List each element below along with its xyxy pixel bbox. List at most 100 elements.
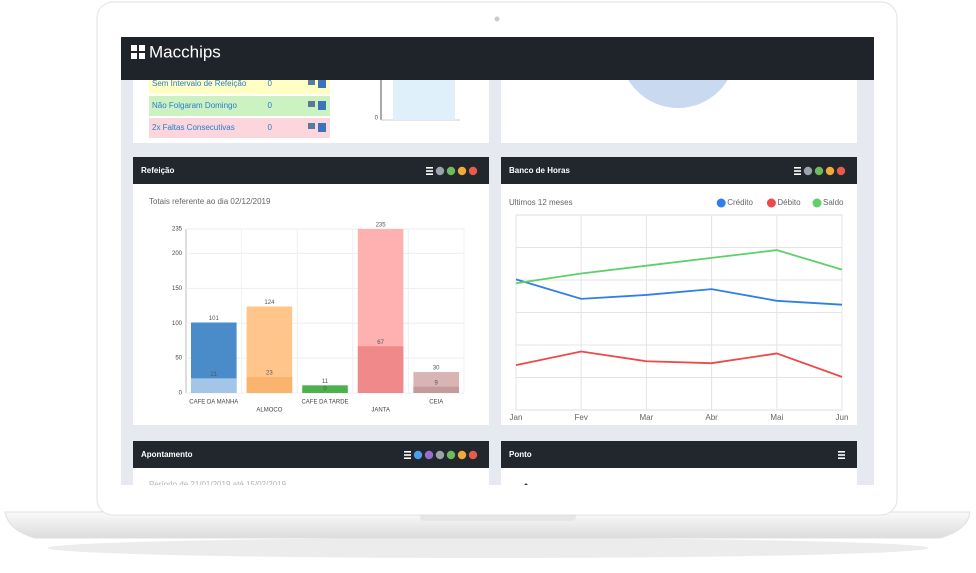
x-tick-label: Mar [640,413,654,422]
x-tick-label: Jan [510,413,523,422]
header-button [413,450,423,460]
panel-title: Ponto [509,450,532,459]
legend-label: Saldo [823,198,844,207]
pie [628,80,728,108]
bar [357,346,404,393]
line-series [515,350,843,378]
menu-icon [426,170,433,172]
header-button [435,450,445,460]
bar-value-label: 0 [323,387,327,393]
camera [494,16,500,22]
ponto-dot [524,483,528,485]
x-tick-label: Jun [836,413,849,422]
header-button [825,166,835,176]
bar-value-label: 9 [435,380,439,386]
panel-title: Refeição [141,166,174,175]
header-button [468,166,478,176]
menu-icon [838,451,845,453]
bar [302,385,348,393]
y-tick-label: 235 [172,227,183,233]
line-series [515,249,843,285]
legend-swatch [716,198,726,208]
header-button [446,166,456,176]
y-tick-label: 50 [175,356,182,362]
panel-subtitle: Totais referente ao dia 02/12/2019 [149,197,271,206]
brand: Macchips [149,42,221,61]
header-button [457,450,467,460]
bar-value-label: 67 [377,340,384,346]
bar [246,376,293,393]
shadow [48,538,928,558]
legend-label: Crédito [727,198,753,207]
row-icon [318,123,326,132]
row-icon [308,123,315,129]
bar-value-label: 11 [322,379,329,385]
menu-icon [838,454,845,456]
panel [501,157,857,425]
row-value: 0 [268,79,273,88]
bar-value-label: 124 [264,300,275,306]
line-series [515,278,843,306]
x-tick-label: Abr [705,413,718,422]
menu-icon [404,451,411,453]
header-button [836,166,846,176]
header-button [446,450,456,460]
panel-header [501,441,857,468]
pie-panel [501,80,857,143]
legend-label: Débito [777,198,801,207]
menu-icon [426,167,433,169]
header-button [468,450,478,460]
menu-icon [794,167,801,169]
row-icon [318,80,326,88]
menu-icon [426,173,433,175]
menu-icon [794,170,801,172]
logo-icon [131,45,145,59]
row-icon [308,80,315,85]
header-button [457,166,467,176]
header-button [435,166,445,176]
row-bg [149,96,330,116]
x-tick-label: CAFE DA TARDE [301,400,348,406]
x-tick-label: Fev [575,413,588,422]
y-tick-label: 0 [179,391,183,397]
mini-bar [393,80,455,120]
row-bg [149,118,330,138]
legend-swatch [766,198,776,208]
panel-title: Banco de Horas [509,166,570,175]
row-label: 2x Faltas Consecutivas [152,123,235,132]
bar-value-label: 21 [210,372,217,378]
row-label: Sem Intervalo de Refeição [152,79,247,88]
header-button [803,166,813,176]
row-icon [308,101,315,107]
header-button [814,166,824,176]
menu-icon [404,457,411,459]
top-bar [121,37,874,80]
panel-header [133,157,489,184]
menu-icon [404,454,411,456]
bar-value-label: 101 [209,316,220,322]
x-tick-label: Mai [770,413,783,422]
x-tick-label: CEIA [429,400,443,406]
row-icon [318,101,326,110]
row-value: 0 [268,123,273,132]
bar [413,386,459,393]
row-bg [149,80,330,94]
alerts-panel: Sem Intervalo de Refeição 0 Não Folgaram D… [133,79,489,143]
bar [191,378,237,393]
legend-swatch [812,198,822,208]
mini-axis-label: 0 [375,116,379,122]
x-tick-label: ALMOCO [256,408,282,414]
menu-icon [838,457,845,459]
x-tick-label: JANTA [371,408,390,414]
bar-value-label: 23 [266,371,273,377]
y-tick-label: 200 [172,251,183,257]
menu-icon [794,173,801,175]
row-label: Não Folgaram Domingo [152,101,237,110]
x-tick-label: CAFE DA MANHA [189,400,238,406]
y-tick-label: 150 [172,286,183,292]
header-button [424,450,434,460]
screen: Macchips Sem Intervalo de Refeição 0 Não F… [121,37,874,485]
panel-subtitle: Ultimos 12 meses [509,198,573,207]
bar-value-label: 235 [376,223,387,229]
